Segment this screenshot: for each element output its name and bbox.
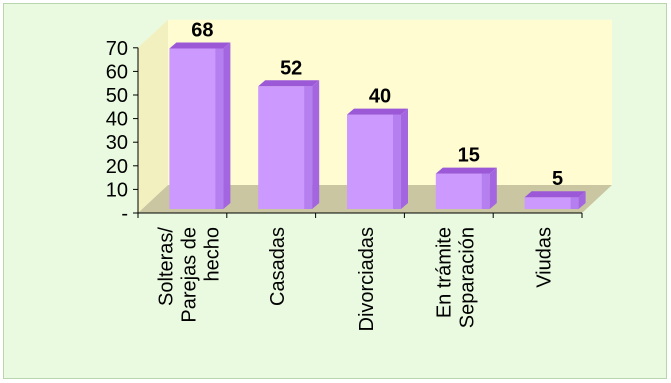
bar-1 <box>258 80 320 209</box>
bar-front <box>347 114 401 209</box>
y-tick-label: 70 <box>106 38 128 60</box>
bar-shade <box>215 48 224 209</box>
bar-4 <box>524 191 586 209</box>
category-label: Divorciadas <box>356 227 378 331</box>
category-label-line: Casadas <box>267 227 289 306</box>
category-label: Viudas <box>534 227 556 288</box>
side-wall <box>138 19 168 213</box>
bar-front <box>524 197 579 209</box>
category-label-line: Solteras/ <box>155 227 177 306</box>
data-label: 15 <box>458 145 480 167</box>
data-label: 68 <box>191 20 213 42</box>
bar-0 <box>169 42 231 209</box>
y-tick-label: 60 <box>106 61 128 83</box>
category-label-line: Divorciadas <box>356 227 378 331</box>
y-tick-label: 40 <box>106 109 128 131</box>
bar-shade <box>481 173 490 209</box>
category-label-line: En trámite <box>433 227 455 318</box>
bar-shade <box>393 114 401 209</box>
bar-top <box>347 108 408 115</box>
chart-frame: -10 20 30 40 50 60 70 68 Solteras/Parejas de hec… <box>3 3 667 379</box>
y-tick-label: 20 <box>106 156 128 178</box>
category-label-line: hecho <box>201 227 223 282</box>
bar-front <box>258 86 313 209</box>
bar-side <box>578 191 586 209</box>
category-label: Solteras/Parejas de hecho <box>155 227 223 323</box>
chart-bars <box>169 42 586 209</box>
bar-front <box>169 48 224 209</box>
category-label-line: Viudas <box>534 227 556 288</box>
bar-top <box>258 80 320 87</box>
data-label: 52 <box>280 57 302 79</box>
bar-side <box>489 167 497 209</box>
category-label: Casadas <box>267 227 289 306</box>
bar-top <box>524 191 586 198</box>
bar-top <box>169 42 231 49</box>
bar-front <box>435 173 490 209</box>
bar-side <box>401 108 408 209</box>
bar-shade <box>304 86 313 209</box>
bar-shade <box>570 197 579 209</box>
data-label: 5 <box>552 168 563 190</box>
bar-side <box>312 80 320 209</box>
category-label-line: Separación <box>456 227 478 328</box>
bar-2 <box>347 108 408 209</box>
y-tick-label: 10 <box>106 179 128 201</box>
y-tick-label: - <box>121 203 128 225</box>
y-tick-label: 30 <box>106 132 128 154</box>
data-label: 40 <box>369 86 391 108</box>
bar-top <box>435 167 497 174</box>
chart-labels: 68 Solteras/Parejas de hecho 52 Casadas 40 Div… <box>155 20 563 332</box>
bar-3 <box>435 167 497 209</box>
bar-side <box>223 42 231 209</box>
category-label: En trámite Separación <box>433 227 478 328</box>
category-label-line: Parejas de <box>178 227 200 323</box>
y-tick-label: 50 <box>106 85 128 107</box>
